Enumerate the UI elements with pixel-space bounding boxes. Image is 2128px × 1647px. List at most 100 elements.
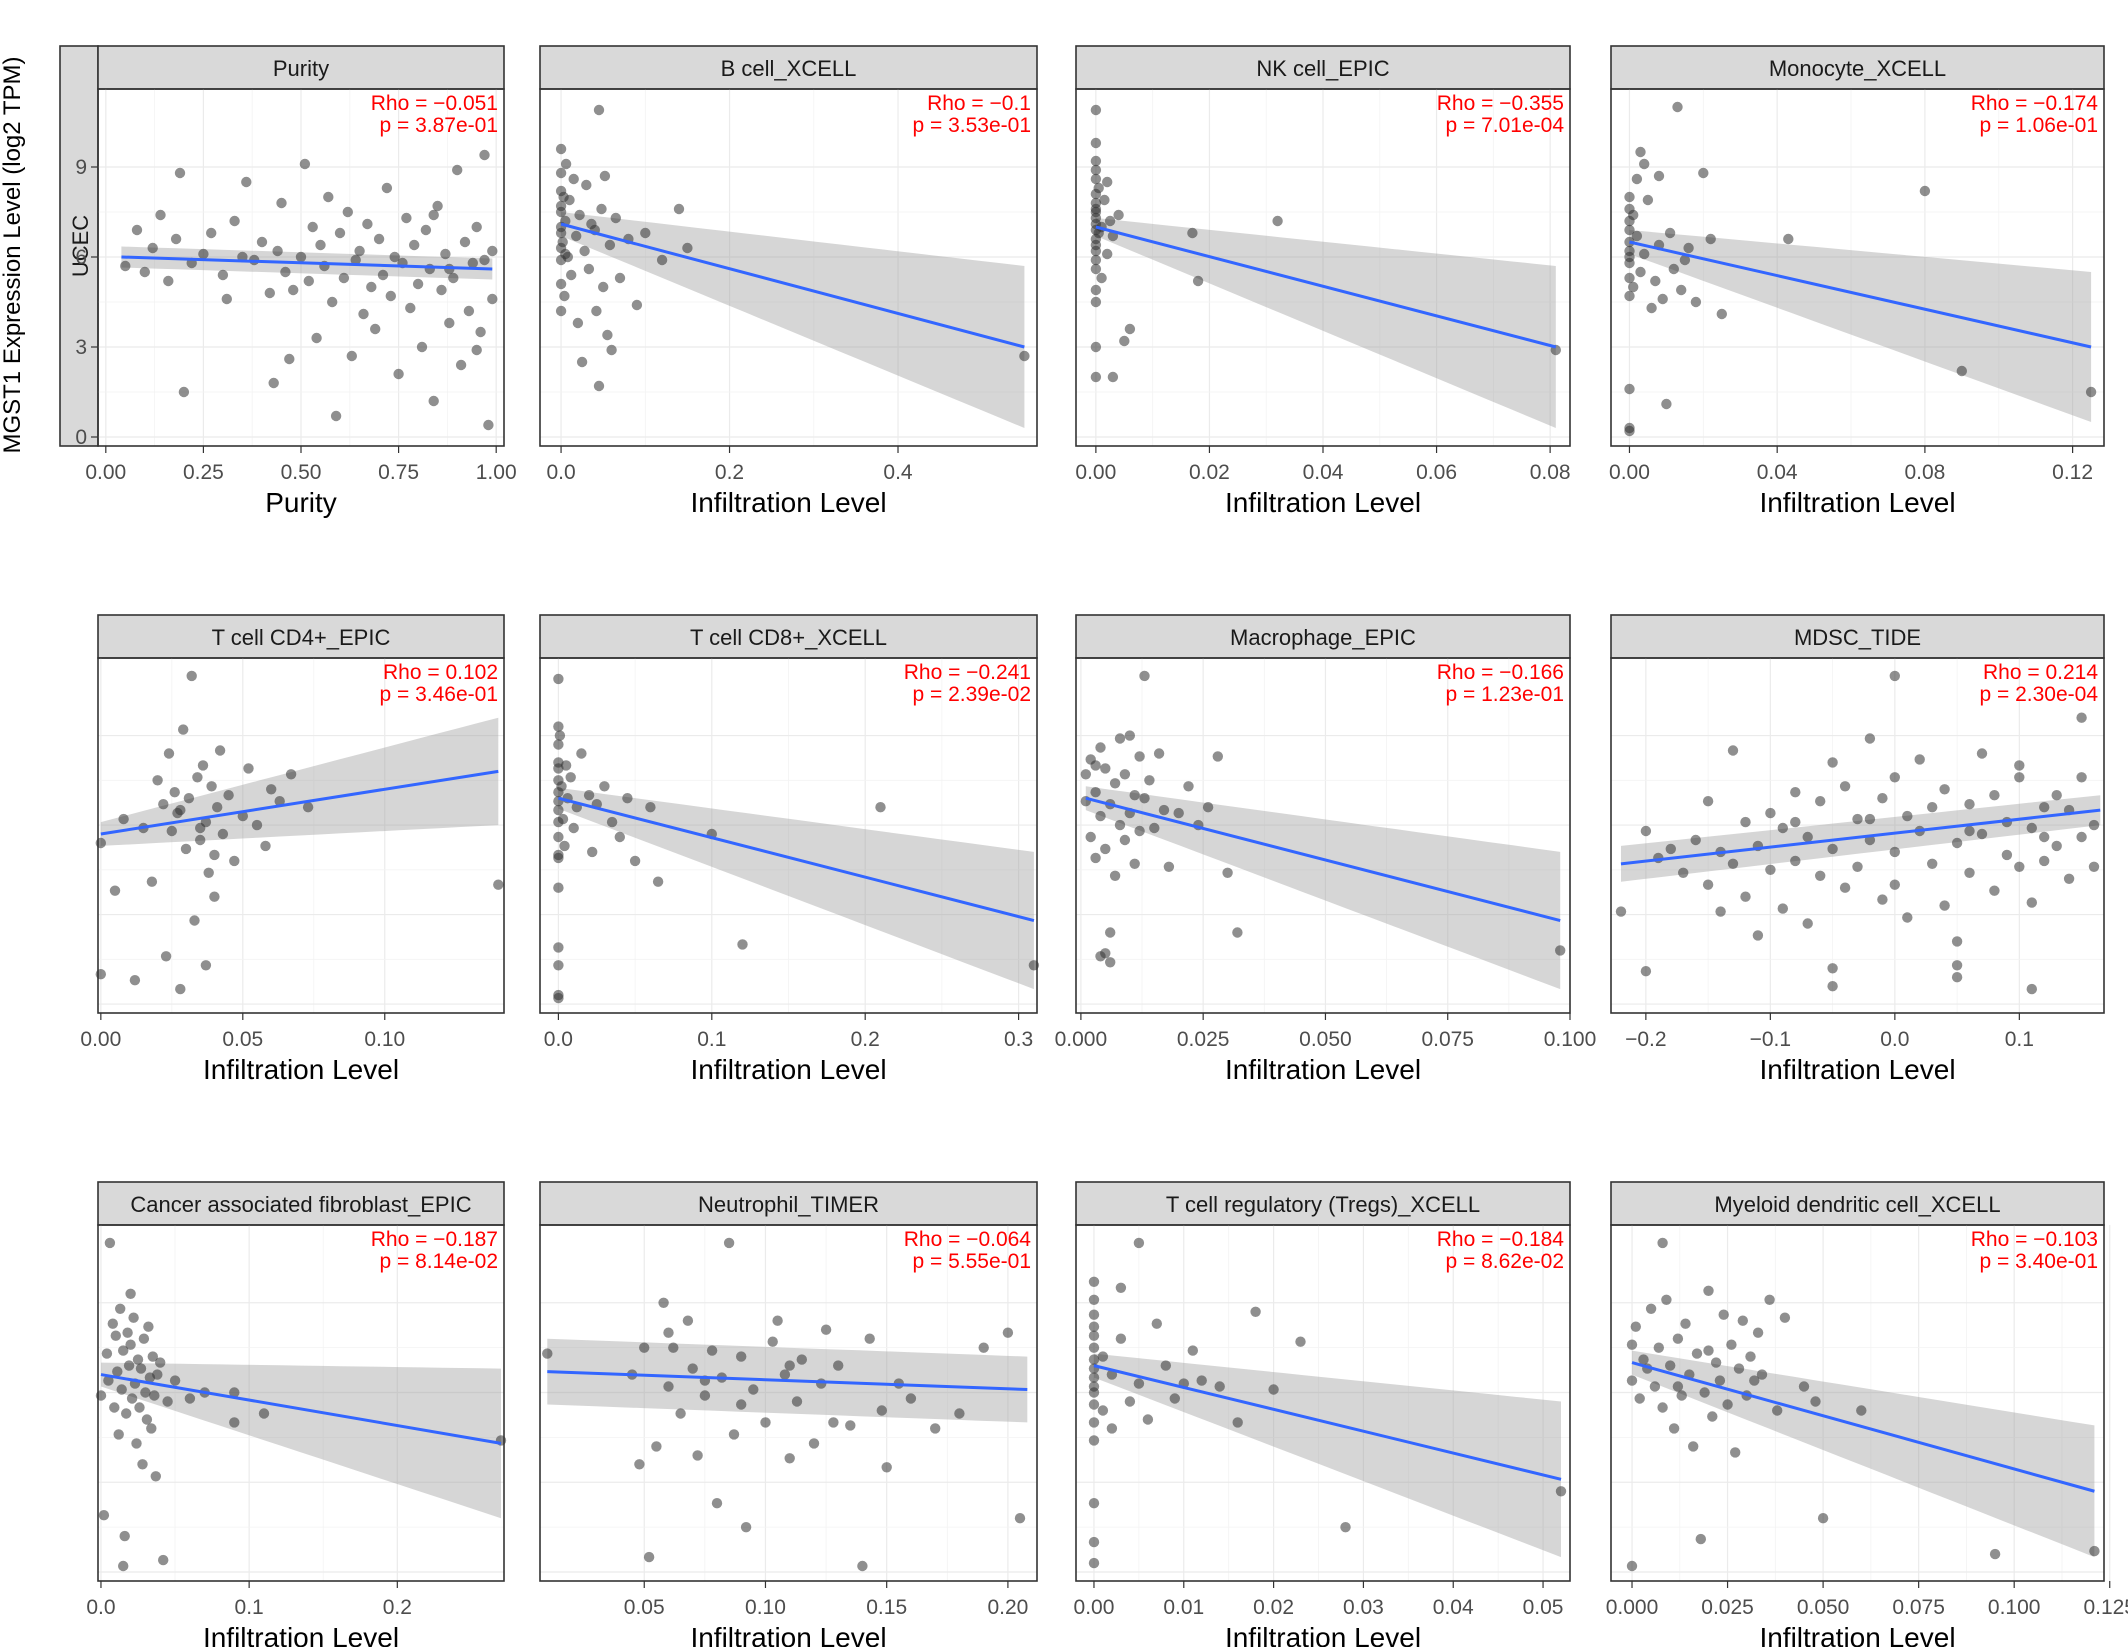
panel-10-point: [767, 1336, 778, 1347]
panel-7-x-tick-label: 0.050: [1299, 1028, 1352, 1051]
panel-12-point: [1672, 1381, 1684, 1392]
panel-8-point: [1889, 879, 1901, 890]
panel-12-point: [1688, 1441, 1699, 1452]
panel-1-point: [381, 182, 393, 194]
panel-10-point: [687, 1363, 698, 1374]
panel-7-fit-line: [1085, 796, 1561, 922]
panel-10-point: [772, 1315, 783, 1326]
panel-12-point: [1626, 1339, 1638, 1350]
panel-3-rho-label: Rho = −0.355: [1437, 92, 1564, 115]
panel-4-point: [1642, 194, 1654, 206]
panel-4-point: [1716, 308, 1728, 320]
panel-1-point: [452, 164, 463, 176]
panel-4-border: [1610, 88, 2105, 447]
panel-7-point: [1080, 796, 1092, 807]
panel-9-border: [97, 1224, 505, 1582]
panel-8-point: [2026, 897, 2038, 908]
panel-8-point: [2051, 790, 2062, 801]
panel-6-point: [559, 840, 570, 852]
panel-12-point: [1676, 1390, 1687, 1401]
panel-10-point: [728, 1429, 740, 1440]
panel-12-x-tick-label: 0.025: [1701, 1596, 1754, 1619]
panel-4-x-axis-label: Infiltration Level: [1759, 487, 1955, 518]
panel-12-point: [1756, 1369, 1768, 1380]
panel-3-strip: [1075, 45, 1571, 90]
panel-1-point: [377, 269, 389, 281]
panel-4-point: [1635, 266, 1646, 278]
panel-11-point: [1295, 1336, 1306, 1347]
panel-8-point: [1790, 816, 1801, 828]
panel-10-point: [643, 1551, 655, 1563]
panel-12-point: [1703, 1345, 1714, 1356]
panel-12-point: [1989, 1548, 2001, 1560]
panel-3-point: [1187, 227, 1198, 239]
panel-5-point: [189, 915, 200, 926]
panel-12-point: [1810, 1396, 1821, 1407]
panel-9-point: [128, 1312, 139, 1323]
panel-1-point: [373, 233, 385, 245]
panel-12-point: [1726, 1339, 1737, 1350]
panel-3-point: [1124, 323, 1136, 335]
panel-4-point: [1628, 281, 1639, 293]
panel-11-point: [1555, 1486, 1567, 1497]
panel-7-point: [1212, 751, 1224, 762]
panel-4-point: [1624, 224, 1635, 236]
panel-8-point: [1852, 813, 1863, 825]
panel-9-point: [125, 1339, 136, 1350]
panel-8-x-tick-label: −0.1: [1750, 1028, 1791, 1051]
panel-1-point: [444, 317, 455, 329]
panel-4-point: [1624, 251, 1635, 263]
panel-12-point: [1665, 1360, 1676, 1371]
panel-7-point: [1090, 787, 1101, 798]
panel-6-point: [556, 781, 567, 792]
panel-7-point: [1134, 751, 1145, 762]
panel-1-point: [229, 215, 240, 227]
panel-2-point: [673, 203, 685, 215]
panel-9-point: [135, 1363, 147, 1374]
panel-1-point: [420, 224, 432, 236]
panel-10-x-tick-label: 0.10: [745, 1596, 786, 1619]
panel-5-point: [493, 879, 504, 890]
panel-8-point: [1815, 796, 1826, 807]
panel-11-x-tick-label: 0.00: [1074, 1596, 1115, 1619]
panel-5-point: [163, 748, 175, 759]
panel-1-point: [299, 158, 311, 170]
panel-9-point: [158, 1554, 169, 1566]
panel-5-rho-label: Rho = 0.102: [383, 661, 498, 684]
panel-3-x-tick-label: 0.02: [1189, 461, 1230, 484]
panel-5-point: [166, 825, 177, 837]
panel-9-point: [131, 1438, 142, 1449]
panel-1-y-tick-label: 3: [75, 336, 87, 359]
panel-8-point: [1976, 748, 1988, 759]
panel-6-point: [553, 673, 564, 685]
panel-5-border: [97, 657, 505, 1014]
panel-8-point: [1989, 790, 2000, 801]
panel-7-point: [1139, 793, 1150, 804]
panel-10-point: [845, 1420, 856, 1431]
panel-8-point: [1802, 831, 1813, 843]
panel-3-x-tick-label: 0.00: [1075, 461, 1116, 484]
panel-11-point: [1133, 1378, 1145, 1389]
panel-12-point: [1668, 1423, 1680, 1434]
panel-11-point: [1088, 1435, 1100, 1446]
panel-6-border: [539, 657, 1038, 1014]
panel-10-point: [930, 1423, 941, 1434]
panel-10-x-axis-label: Infiltration Level: [690, 1622, 886, 1647]
panel-3-point: [1119, 335, 1130, 347]
panel-1-point: [409, 239, 420, 251]
panel-12-point: [1714, 1375, 1726, 1386]
panel-8-point: [2039, 831, 2050, 843]
y-axis-label: MGST1 Expression Level (log2 TPM): [0, 56, 26, 453]
panel-6-point: [553, 960, 564, 971]
panel-8-point: [2088, 861, 2100, 872]
panel-10-point: [881, 1462, 892, 1473]
panel-9-point: [104, 1237, 116, 1249]
panel-9-p-label: p = 8.14e-02: [379, 1250, 498, 1273]
panel-10-point: [784, 1453, 795, 1464]
panel-10-p-label: p = 5.55e-01: [912, 1250, 1031, 1273]
panel-12-point: [1772, 1405, 1783, 1416]
panel-2-point: [591, 305, 602, 317]
panel-9-x-tick-label: 0.1: [235, 1596, 264, 1619]
panel-1-y-tick-label: 6: [75, 246, 87, 269]
panel-9-point: [119, 1530, 130, 1542]
